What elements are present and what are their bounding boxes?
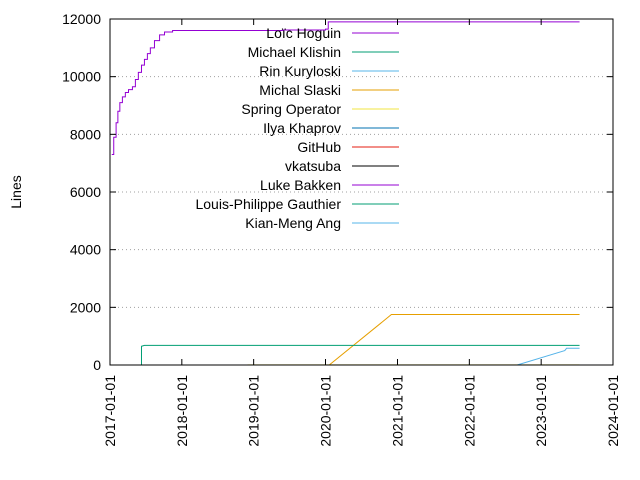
legend-label-6: GitHub — [297, 139, 341, 155]
legend-label-0: Loïc Hoguin — [266, 25, 341, 41]
x-tick-label-4: 2021-01-01 — [390, 375, 406, 447]
axis-ticks: 0 2000 4000 6000 8000 10000 12000 2017-01-01 201… — [62, 11, 621, 447]
legend-label-5: Ilya Khaprov — [263, 120, 341, 136]
x-tick-label-7: 2024-01-01 — [605, 375, 621, 447]
x-tick-label-5: 2022-01-01 — [461, 375, 477, 447]
legend-label-8: Luke Bakken — [260, 177, 341, 193]
legend-label-7: vkatsuba — [285, 158, 341, 174]
x-tick-label-2: 2019-01-01 — [246, 375, 262, 447]
grid-lines — [110, 76, 613, 308]
legend-label-10: Kian-Meng Ang — [245, 215, 341, 231]
y-tick-label-5: 10000 — [62, 69, 101, 85]
legend: Loïc Hoguin Michael Klishin Rin Kuryloski M… — [195, 25, 399, 231]
y-tick-label-0: 0 — [93, 357, 101, 373]
series-line-3 — [110, 314, 580, 366]
x-tick-label-0: 2017-01-01 — [102, 375, 118, 447]
legend-label-3: Michal Slaski — [259, 82, 341, 98]
y-tick-label-4: 8000 — [70, 126, 101, 142]
y-tick-label-2: 4000 — [70, 242, 101, 258]
series-line-0 — [111, 21, 580, 156]
x-tick-label-6: 2023-01-01 — [533, 375, 549, 447]
y-tick-label-6: 12000 — [62, 11, 101, 27]
series-line-10 — [517, 347, 580, 366]
legend-label-1: Michael Klishin — [248, 44, 341, 60]
legend-label-9: Louis-Philippe Gauthier — [195, 196, 341, 212]
legend-label-2: Rin Kuryloski — [259, 63, 341, 79]
x-tick-label-3: 2020-01-01 — [317, 375, 333, 447]
y-axis-label: Lines — [8, 175, 24, 208]
series-line-9 — [140, 344, 580, 365]
x-tick-label-1: 2018-01-01 — [174, 375, 190, 447]
series-lines — [110, 21, 580, 366]
y-tick-label-3: 6000 — [70, 184, 101, 200]
y-tick-label-1: 2000 — [70, 299, 101, 315]
legend-label-4: Spring Operator — [241, 101, 341, 117]
